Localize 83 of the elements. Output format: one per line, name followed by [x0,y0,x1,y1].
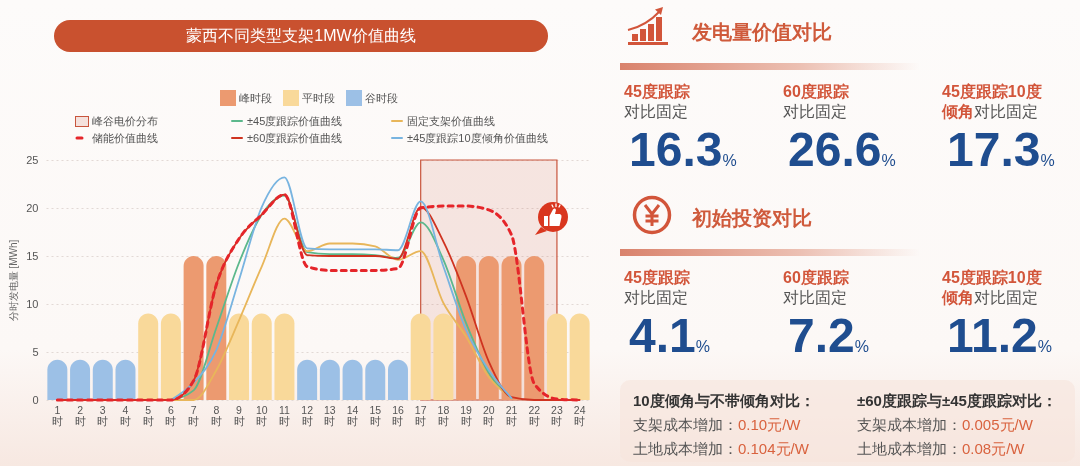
bar [524,256,545,400]
x-tick-label: 18 时 [437,403,450,427]
text: 支架成本增加：0.005元/W [857,416,1033,433]
bar [365,359,386,400]
legend-label: 固定支架价值曲线 [407,114,495,128]
text: 土地成本增加：0.08元/W [857,440,1025,457]
x-tick-label: 13 时 [324,403,336,427]
legend-label: 谷时段 [365,91,398,105]
bar [229,313,250,400]
bar [501,256,522,400]
x-tick-label: 21 时 [505,403,518,427]
x-tick-label: 8 时 [210,403,222,427]
x-tick-label: 19 时 [460,403,473,427]
bar [342,359,363,400]
legend-label: 平时段 [302,91,335,105]
legend-label: ±45度跟踪10度倾角价值曲线 [407,131,548,145]
x-tick-label: 24 时 [573,403,586,427]
x-tick-label: 17 时 [414,403,427,427]
bar [251,313,272,400]
text: 支架成本增加：0.10元/W [633,416,801,433]
bar [297,359,318,400]
bar [410,313,431,400]
y-tick-label: 25 [26,153,39,166]
x-tick-label: 14 时 [346,403,359,427]
bar [433,313,454,400]
x-tick-label: 15 时 [369,403,382,427]
x-tick-label: 11 时 [278,403,291,427]
bar [115,359,136,400]
bar [546,313,567,400]
y-tick-label: 5 [32,345,39,358]
bar [319,359,340,400]
bar [387,359,408,400]
x-tick-label: 1 时 [51,403,63,427]
text: 发电量价值对比 [692,20,832,45]
x-tick-label: 2 时 [74,403,86,427]
bar [569,313,590,400]
y-axis-title: 分时发电量 [MWh] [8,239,20,322]
legend-label: ±60度跟踪价值曲线 [247,131,343,145]
category-label: 45度跟踪对比固定 [624,269,690,306]
bar [274,313,295,400]
bar [47,359,68,400]
category-label: 60度跟踪对比固定 [783,269,849,306]
bar [138,313,159,400]
text: ±60度跟踪与±45度跟踪对比： [857,391,1057,411]
data-label: 16.3% [629,123,737,176]
x-tick-label: 12 时 [301,403,314,427]
data-label: 4.1% [629,309,710,362]
x-tick-label: 7 时 [188,403,200,427]
x-tick-label: 10 时 [255,403,268,427]
legend-label: ±45度跟踪价值曲线 [247,114,343,128]
bar [478,256,499,400]
bar [92,359,113,400]
x-tick-label: 22 时 [528,403,541,427]
chart-title: 蒙西不同类型支架1MW价值曲线 [54,20,548,52]
legend-label: 储能价值曲线 [92,131,158,145]
text: 土地成本增加：0.104元/W [633,440,809,457]
y-tick-label: 20 [26,201,39,214]
data-label: 11.2% [947,309,1053,362]
bar [70,359,91,400]
y-tick-label: 10 [26,297,39,310]
x-tick-label: 20 时 [482,403,495,427]
x-tick-label: 9 时 [233,403,245,427]
bar [160,313,181,400]
bar [183,256,204,400]
legend-label: 峰时段 [239,91,272,105]
x-tick-label: 6 时 [165,403,177,427]
x-tick-label: 4 时 [119,403,131,427]
y-tick-label: 0 [32,393,39,406]
legend-label: 峰谷电价分布 [92,114,158,128]
data-label: 26.6% [788,123,896,176]
category-label: 45度跟踪10度倾角对比固定 [942,83,1042,120]
category-label: 45度跟踪对比固定 [624,83,690,120]
category-label: 60度跟踪对比固定 [783,83,849,120]
x-tick-label: 3 时 [97,403,109,427]
category-label: 45度跟踪10度倾角对比固定 [942,269,1042,306]
text: 初始投资对比 [692,206,812,231]
x-tick-label: 23 时 [551,403,563,427]
x-tick-label: 5 时 [142,403,154,427]
data-label: 7.2% [788,309,869,362]
text: 10度倾角与不带倾角对比： [633,391,815,411]
data-label: 17.3% [947,123,1055,176]
x-tick-label: 16 时 [392,403,404,427]
y-tick-label: 15 [26,249,39,262]
